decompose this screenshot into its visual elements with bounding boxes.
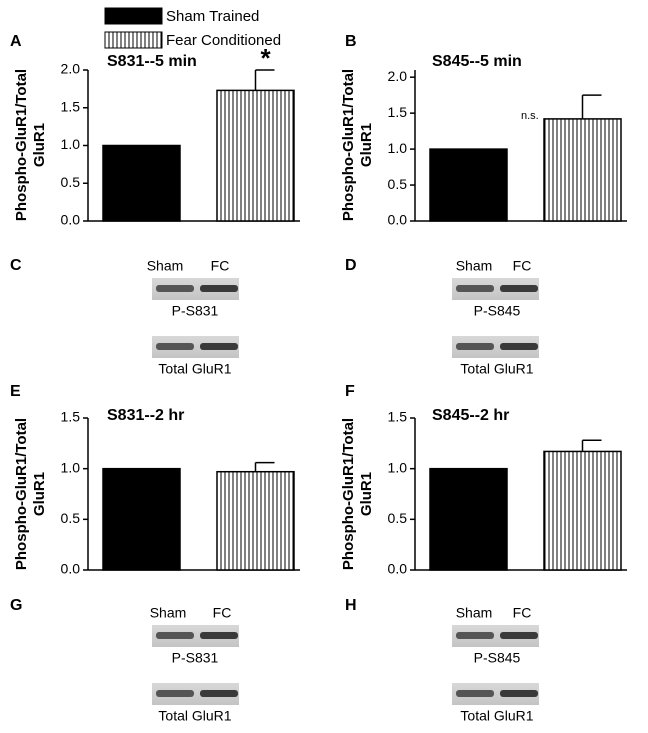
blot-image xyxy=(152,625,239,647)
lane-label: FC xyxy=(211,258,230,274)
blot-label: P-S831 xyxy=(172,303,219,319)
y-axis-label: Phospho-GluR1/Total GluR1 xyxy=(13,68,48,222)
blot-band xyxy=(500,285,538,292)
lane-label: Sham xyxy=(147,258,184,274)
chart-title: S845--2 hr xyxy=(432,407,509,424)
panel-letter: C xyxy=(10,257,22,274)
y-tick-label: 0.0 xyxy=(388,561,408,577)
blot-band xyxy=(456,632,494,639)
chart-title: S831--2 hr xyxy=(107,407,184,424)
lane-label: Sham xyxy=(150,605,187,621)
blot-label: P-S845 xyxy=(474,303,521,319)
blot-band xyxy=(156,632,194,639)
bar xyxy=(543,450,622,571)
legend-swatch xyxy=(104,7,163,25)
blot-image xyxy=(452,683,539,705)
annotation: n.s. xyxy=(521,110,539,122)
blot-band xyxy=(200,690,238,697)
blot-image xyxy=(452,625,539,647)
blot-band xyxy=(156,285,194,292)
y-tick-label: 0.5 xyxy=(388,510,408,526)
blot-band xyxy=(200,343,238,350)
blot-band xyxy=(156,343,194,350)
bar xyxy=(102,144,181,222)
chart-title: S845--5 min xyxy=(432,53,522,70)
blot-label: Total GluR1 xyxy=(460,361,533,377)
panel-letter: E xyxy=(10,383,21,400)
blot-label: Total GluR1 xyxy=(158,708,231,724)
y-tick-label: 2.0 xyxy=(61,61,81,77)
y-axis-label: Phospho-GluR1/Total GluR1 xyxy=(340,68,375,222)
lane-label: FC xyxy=(513,605,532,621)
blot-image xyxy=(152,336,239,358)
blot-image xyxy=(452,336,539,358)
blot-image xyxy=(152,683,239,705)
y-tick-label: 1.5 xyxy=(61,409,81,425)
blot-band xyxy=(500,343,538,350)
panel-letter: G xyxy=(10,597,22,614)
y-tick-label: 0.5 xyxy=(61,174,81,190)
blot-label: P-S845 xyxy=(474,650,521,666)
blot-band xyxy=(456,690,494,697)
legend-swatch xyxy=(104,31,163,49)
chart-title: S831--5 min xyxy=(107,53,197,70)
panel-letter: H xyxy=(345,597,357,614)
panel-letter: B xyxy=(345,33,357,50)
legend-label: Fear Conditioned xyxy=(166,32,281,49)
panel-letter: D xyxy=(345,257,357,274)
y-tick-label: 1.0 xyxy=(388,140,408,156)
y-tick-label: 0.5 xyxy=(388,176,408,192)
y-tick-label: 1.5 xyxy=(61,98,81,114)
lane-label: FC xyxy=(513,258,532,274)
lane-label: Sham xyxy=(456,258,493,274)
y-tick-label: 1.0 xyxy=(388,459,408,475)
panel-letter: F xyxy=(345,383,355,400)
legend-label: Sham Trained xyxy=(166,8,259,25)
blot-band xyxy=(456,343,494,350)
y-tick-label: 0.0 xyxy=(61,212,81,228)
blot-label: P-S831 xyxy=(172,650,219,666)
blot-band xyxy=(156,690,194,697)
blot-band xyxy=(456,285,494,292)
bar xyxy=(543,118,622,222)
y-tick-label: 2.0 xyxy=(388,68,408,84)
blot-band xyxy=(200,632,238,639)
bar xyxy=(429,467,508,571)
blot-image xyxy=(452,278,539,300)
y-tick-label: 0.5 xyxy=(61,510,81,526)
bar xyxy=(216,470,295,571)
panel-letter: A xyxy=(10,33,22,50)
bar xyxy=(429,148,508,222)
blot-label: Total GluR1 xyxy=(460,708,533,724)
lane-label: Sham xyxy=(456,605,493,621)
y-tick-label: 0.0 xyxy=(388,212,408,228)
blot-image xyxy=(152,278,239,300)
bar xyxy=(102,467,181,571)
annotation: * xyxy=(260,43,271,73)
y-tick-label: 0.0 xyxy=(61,561,81,577)
lane-label: FC xyxy=(213,605,232,621)
bar xyxy=(216,89,295,222)
y-tick-label: 1.0 xyxy=(61,136,81,152)
y-tick-label: 1.5 xyxy=(388,104,408,120)
y-axis-label: Phospho-GluR1/Total GluR1 xyxy=(13,417,48,571)
blot-band xyxy=(500,632,538,639)
blot-label: Total GluR1 xyxy=(158,361,231,377)
y-tick-label: 1.0 xyxy=(61,459,81,475)
blot-band xyxy=(200,285,238,292)
blot-band xyxy=(500,690,538,697)
y-axis-label: Phospho-GluR1/Total GluR1 xyxy=(340,417,375,571)
y-tick-label: 1.5 xyxy=(388,409,408,425)
